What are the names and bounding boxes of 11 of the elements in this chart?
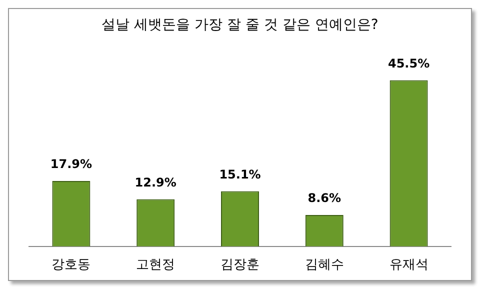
data-label: 15.1% [219, 167, 261, 182]
data-label: 17.9% [50, 157, 92, 172]
x-tick-label: 김장훈 [220, 258, 260, 273]
x-tick-label: 강호동 [52, 258, 91, 273]
data-label: 45.5% [388, 56, 430, 70]
chart-title: 설날 세뱃돈을 가장 잘 줄 것 같은 연예인은? [102, 17, 378, 34]
x-tick-label: 유재석 [389, 258, 428, 273]
data-label: 12.9% [134, 175, 176, 190]
x-tick-label: 김혜수 [304, 258, 344, 273]
data-label: 8.6% [308, 191, 342, 206]
x-tick-label: 고현정 [136, 258, 176, 273]
